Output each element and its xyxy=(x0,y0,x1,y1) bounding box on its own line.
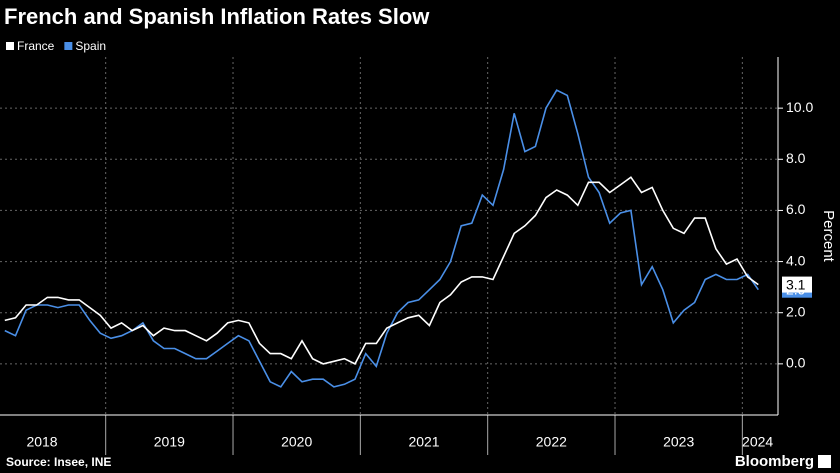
legend-label: France xyxy=(17,39,55,53)
y-tick-label: 2.0 xyxy=(786,303,806,319)
y-tick-label: 10.0 xyxy=(786,99,813,115)
x-tick-label: 2018 xyxy=(26,434,57,450)
chart-title: French and Spanish Inflation Rates Slow xyxy=(4,4,430,29)
brand: Bloomberg xyxy=(735,453,814,470)
x-tick-label: 2024 xyxy=(742,434,773,450)
end-label-box xyxy=(782,276,812,293)
x-tick-label: 2020 xyxy=(281,434,312,450)
x-tick-label: 2021 xyxy=(408,434,439,450)
line xyxy=(4,176,759,365)
x-tick-label: 2019 xyxy=(154,434,185,450)
legend-swatch xyxy=(6,42,14,50)
line xyxy=(4,89,759,388)
brand-icon xyxy=(818,455,831,468)
source: Source: Insee, INE xyxy=(6,455,111,469)
legend-label: Spain xyxy=(75,39,106,53)
end-label: 3.1 xyxy=(786,276,806,292)
x-tick-label: 2023 xyxy=(663,434,694,450)
y-axis-label: Percent xyxy=(820,210,837,263)
legend-swatch xyxy=(64,42,73,50)
y-tick-label: 6.0 xyxy=(786,201,806,217)
y-tick-label: 0.0 xyxy=(786,355,806,371)
x-tick-label: 2022 xyxy=(536,434,567,450)
y-tick-label: 8.0 xyxy=(786,150,806,166)
y-tick-label: 4.0 xyxy=(786,252,806,268)
